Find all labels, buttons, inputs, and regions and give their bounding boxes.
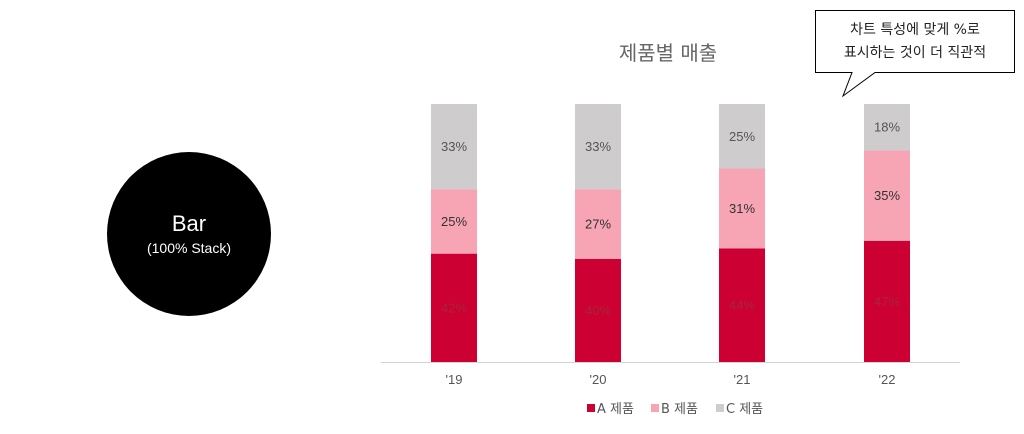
bar-segment-s2-c0 xyxy=(431,104,477,190)
data-label-s2-c3: 18% xyxy=(874,120,900,135)
bar-segment-s1-c3 xyxy=(864,150,910,241)
bar-segment-s0-c1 xyxy=(575,258,621,362)
bar-segment-s2-c1 xyxy=(575,104,621,190)
data-label-s0-c1: 40% xyxy=(585,303,611,318)
bar-segment-s2-c3 xyxy=(864,104,910,151)
data-label-s2-c0: 33% xyxy=(441,139,467,154)
legend-swatch-0 xyxy=(587,404,595,412)
chart-type-badge: Bar (100% Stack) xyxy=(107,152,271,316)
data-label-s1-c3: 35% xyxy=(874,188,900,203)
bar-segment-s2-c2 xyxy=(719,104,765,169)
data-label-s0-c3: 47% xyxy=(874,294,900,309)
callout-line-1: 차트 특성에 맞게 %로 xyxy=(850,21,980,38)
callout-line-2: 표시하는 것이 더 직관적 xyxy=(843,44,987,61)
legend-swatch-2 xyxy=(716,404,724,412)
bar-segment-s1-c0 xyxy=(431,189,477,254)
x-tick-label: '21 xyxy=(734,372,751,387)
data-label-s2-c1: 33% xyxy=(585,139,611,154)
bar-segment-s1-c2 xyxy=(719,168,765,249)
data-label-s0-c0: 42% xyxy=(441,300,467,315)
legend-swatch-1 xyxy=(651,404,659,412)
legend-label-1: B 제품 xyxy=(661,402,698,417)
legend-label-0: A 제품 xyxy=(597,402,634,417)
bar-segment-s0-c0 xyxy=(431,253,477,362)
data-label-s2-c2: 25% xyxy=(729,129,755,144)
legend-label-2: C 제품 xyxy=(726,402,763,417)
x-tick-label: '20 xyxy=(590,372,607,387)
callout-text: 차트 특성에 맞게 %로 표시하는 것이 더 직관적 xyxy=(815,10,1015,73)
bar-segment-s0-c2 xyxy=(719,248,765,362)
bar-segment-s0-c3 xyxy=(864,240,910,362)
x-tick-label: '22 xyxy=(879,372,896,387)
data-label-s0-c2: 44% xyxy=(729,298,755,313)
badge-title: Bar xyxy=(171,211,207,236)
bar-segment-s1-c1 xyxy=(575,189,621,259)
data-label-s1-c2: 31% xyxy=(729,201,755,216)
badge-subtitle: (100% Stack) xyxy=(146,240,232,256)
chart-title: 제품별 매출 xyxy=(619,41,717,65)
data-label-s1-c0: 25% xyxy=(441,214,467,229)
x-tick-label: '19 xyxy=(446,372,463,387)
data-label-s1-c1: 27% xyxy=(585,216,611,231)
